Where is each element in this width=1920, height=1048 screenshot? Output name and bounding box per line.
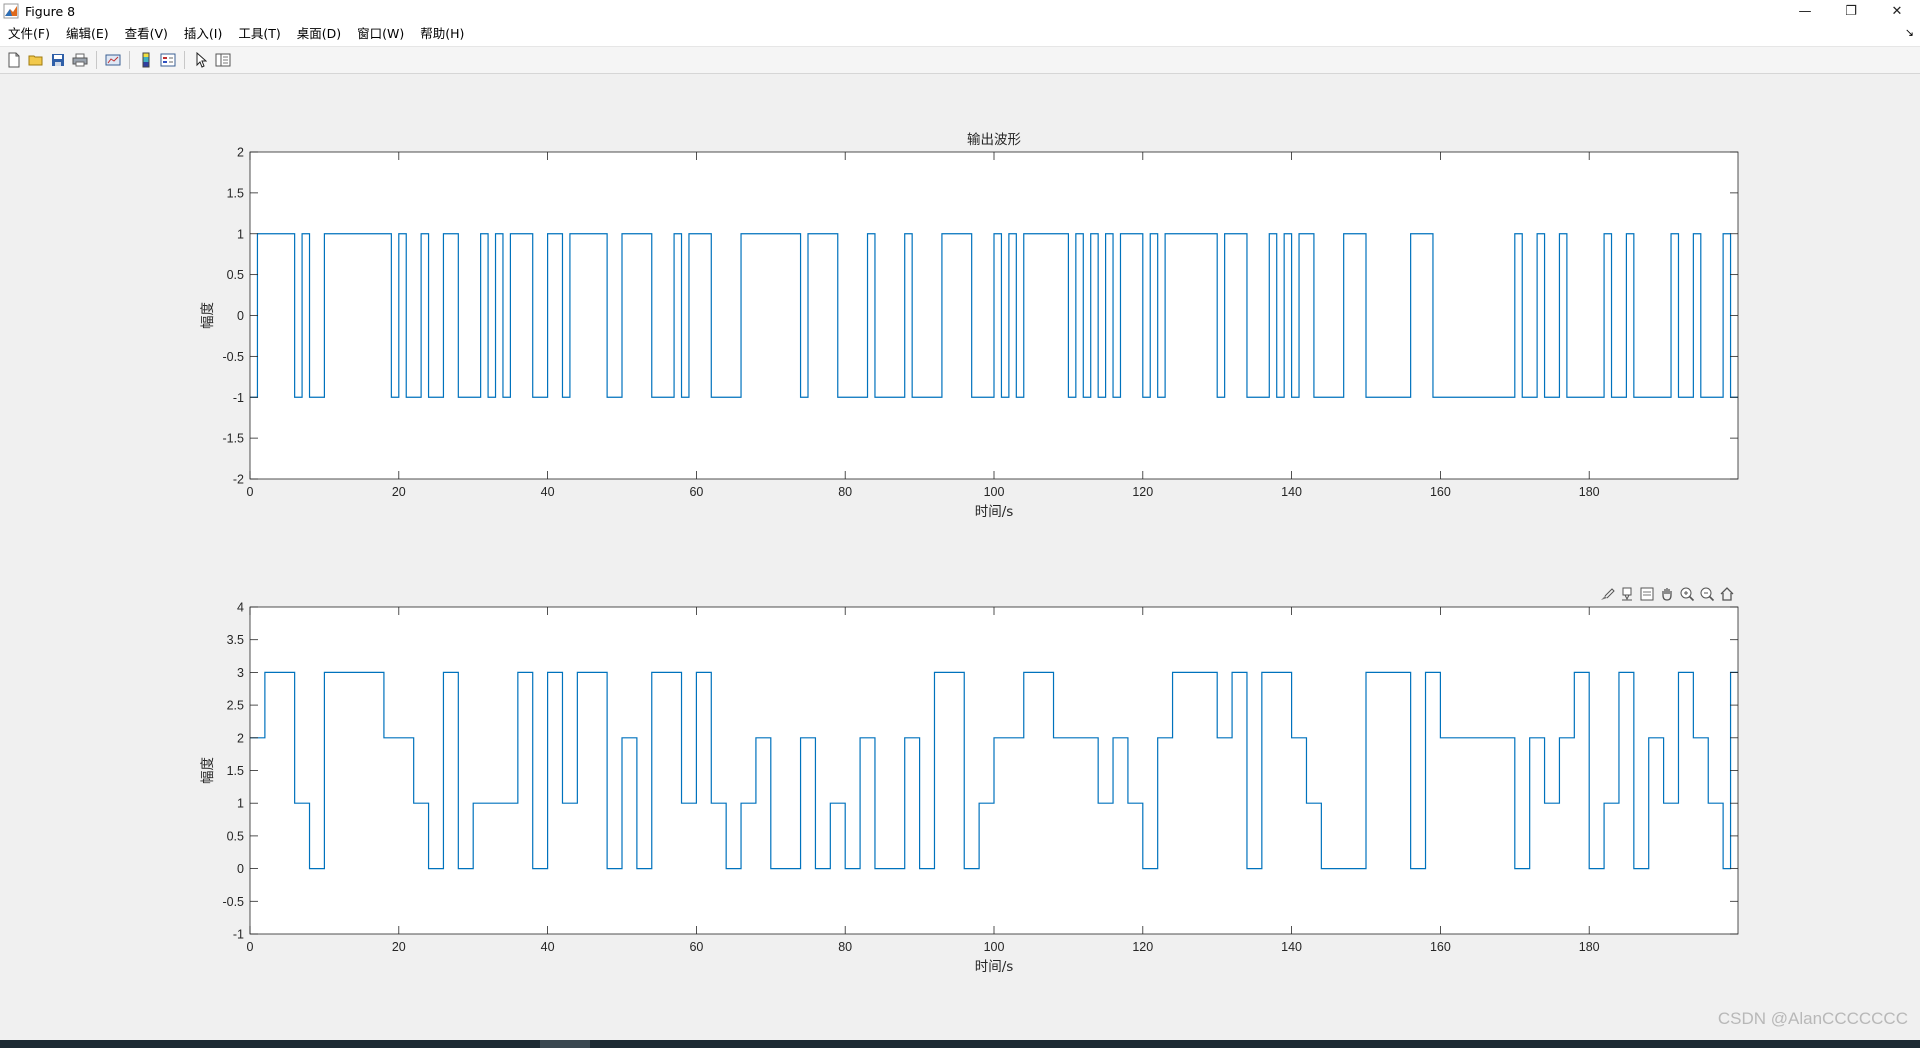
y-tick-label: -2 [233, 473, 244, 487]
brush-icon[interactable] [1597, 584, 1616, 603]
new-figure-icon[interactable] [3, 49, 25, 71]
x-tick-label: 120 [1132, 940, 1153, 954]
y-tick-label: 1 [237, 227, 244, 241]
toolbar-separator [96, 51, 97, 69]
x-tick-label: 60 [689, 485, 703, 499]
export-icon[interactable] [1637, 584, 1656, 603]
series-line [250, 671, 1738, 870]
menu-view[interactable]: 查看(V) [124, 26, 168, 41]
x-tick-label: 0 [247, 940, 254, 954]
y-tick-label: 1.5 [227, 764, 244, 778]
figure-toolbar [0, 46, 1920, 74]
x-tick-label: 160 [1430, 940, 1451, 954]
x-tick-label: 40 [541, 940, 555, 954]
y-tick-label: 2 [237, 731, 244, 745]
link-plot-icon[interactable] [102, 49, 124, 71]
chart-title: 输出波形 [967, 132, 1021, 148]
y-tick-label: 2.5 [227, 699, 244, 713]
y-tick-label: 3.5 [227, 633, 244, 647]
open-file-icon[interactable] [25, 49, 47, 71]
y-tick-label: 0 [237, 862, 244, 876]
dock-arrow-icon[interactable]: ↘ [1904, 26, 1914, 39]
window-title-bar: Figure 8 — ❐ ✕ [0, 0, 1920, 22]
x-tick-label: 0 [247, 485, 254, 499]
matlab-icon [3, 3, 19, 19]
taskbar-item[interactable] [540, 1040, 590, 1048]
y-tick-label: 2 [237, 146, 244, 160]
x-axis-label: 时间/s [975, 959, 1014, 975]
series-line [250, 233, 1738, 398]
minimize-button[interactable]: — [1798, 3, 1812, 19]
restore-button[interactable]: ❐ [1845, 3, 1857, 19]
y-tick-label: -0.5 [222, 350, 244, 364]
data-tips-icon[interactable] [1617, 584, 1636, 603]
menu-bar: 文件(F) 编辑(E) 查看(V) 插入(I) 工具(T) 桌面(D) 窗口(W… [0, 22, 1920, 46]
home-icon[interactable] [1717, 584, 1736, 603]
save-icon[interactable] [47, 49, 69, 71]
legend-icon[interactable] [157, 49, 179, 71]
x-tick-label: 180 [1579, 485, 1600, 499]
window-title: Figure 8 [25, 3, 76, 19]
menu-file[interactable]: 文件(F) [8, 26, 50, 41]
x-tick-label: 120 [1132, 485, 1153, 499]
x-tick-label: 100 [984, 940, 1005, 954]
menu-window[interactable]: 窗口(W) [357, 26, 405, 41]
x-tick-label: 180 [1579, 940, 1600, 954]
pan-icon[interactable] [1657, 584, 1676, 603]
menu-insert[interactable]: 插入(I) [183, 26, 223, 41]
y-tick-label: -1 [233, 391, 244, 405]
chart-level-waveform[interactable]: 0 20 40 60 80 100 120 140 160 180-1-0.500.511.522… [0, 75, 1920, 1040]
x-tick-label: 60 [689, 940, 703, 954]
zoom-out-icon[interactable] [1697, 584, 1716, 603]
menu-edit[interactable]: 编辑(E) [65, 26, 109, 41]
chart-output-waveform[interactable]: 0 20 40 60 80 100 120 140 160 180-2-1.5-1-0.500.5… [0, 75, 1920, 1040]
x-tick-label: 80 [838, 485, 852, 499]
y-axis-label: 幅度 [200, 757, 216, 784]
zoom-in-icon[interactable] [1677, 584, 1696, 603]
colorbar-icon[interactable] [135, 49, 157, 71]
x-tick-label: 20 [392, 485, 406, 499]
y-tick-label: -1 [233, 928, 244, 942]
close-button[interactable]: ✕ [1891, 3, 1903, 19]
menu-help[interactable]: 帮助(H) [420, 26, 465, 41]
x-tick-label: 100 [984, 485, 1005, 499]
x-tick-label: 140 [1281, 940, 1302, 954]
watermark: CSDN @AlanCCCCCCC [1717, 1009, 1908, 1028]
x-tick-label: 160 [1430, 485, 1451, 499]
x-tick-label: 40 [541, 485, 555, 499]
y-tick-label: 3 [237, 666, 244, 680]
x-tick-label: 20 [392, 940, 406, 954]
print-icon[interactable] [69, 49, 91, 71]
figure-canvas: 0 20 40 60 80 100 120 140 160 180 -2 -1.5 -1 -0.5 0 0.5… [0, 75, 1920, 1040]
menu-desktop[interactable]: 桌面(D) [296, 26, 342, 41]
x-tick-label: 140 [1281, 485, 1302, 499]
menu-tools[interactable]: 工具(T) [238, 26, 281, 41]
pointer-icon[interactable] [190, 49, 212, 71]
y-tick-label: 0 [237, 309, 244, 323]
x-axis-label: 时间/s [975, 504, 1014, 520]
axes-toolbar [1597, 584, 1736, 603]
y-tick-label: -1.5 [222, 432, 244, 446]
y-tick-label: 0.5 [227, 829, 244, 843]
y-tick-label: 1.5 [227, 186, 244, 200]
x-tick-label: 80 [838, 940, 852, 954]
chart-group: 0 20 40 60 80 100 120 140 160 180 -2 -1.5 -1 -0.5 0 0.5… [200, 132, 1739, 520]
y-axis-label: 幅度 [200, 302, 216, 329]
toolbar-separator [184, 51, 185, 69]
taskbar [0, 1040, 1920, 1048]
y-tick-label: 1 [237, 797, 244, 811]
property-inspector-icon[interactable] [212, 49, 234, 71]
chart-group: 0 20 40 60 80 100 120 140 160 180 -1 -0.5 0 0.5 1 1.5 2 2… [200, 601, 1739, 975]
y-tick-label: 0.5 [227, 268, 244, 282]
y-tick-label: -0.5 [222, 895, 244, 909]
toolbar-separator [129, 51, 130, 69]
y-tick-label: 4 [237, 601, 244, 615]
